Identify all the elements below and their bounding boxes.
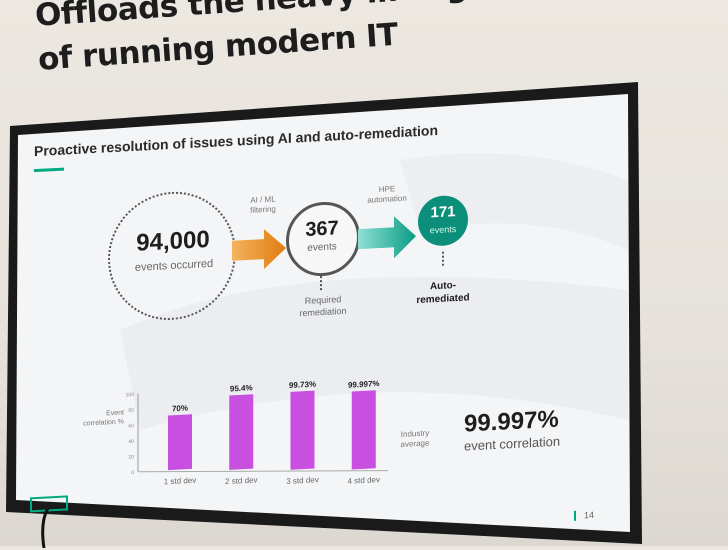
events-occurred-value: 94,000 bbox=[136, 225, 210, 257]
teal-arrow-icon bbox=[358, 216, 416, 259]
bar-1 bbox=[168, 414, 192, 471]
x-tick-label: 4 std dev bbox=[348, 475, 380, 486]
bar-value-label: 70% bbox=[172, 403, 188, 413]
required-remediation-label: Required remediation bbox=[284, 292, 362, 320]
slide: Proactive resolution of issues using AI … bbox=[18, 64, 630, 536]
slide-title: Proactive resolution of issues using AI … bbox=[34, 121, 438, 160]
y-tick-label: 80 bbox=[128, 408, 134, 414]
y-tick-label: 20 bbox=[128, 454, 134, 460]
auto-remediated-label: Auto- remediated bbox=[410, 278, 476, 307]
dotted-connector-2 bbox=[442, 251, 444, 266]
y-tick-label: 40 bbox=[128, 439, 134, 445]
ai-ml-filtering-label: AI / ML filtering bbox=[238, 194, 288, 217]
bar-3 bbox=[290, 390, 315, 470]
orange-arrow-icon bbox=[232, 229, 286, 270]
bar-2 bbox=[229, 394, 254, 470]
y-tick-label: 60 bbox=[128, 423, 134, 429]
industry-average-label: Industry average bbox=[390, 428, 440, 451]
x-tick-label: 2 std dev bbox=[225, 475, 257, 486]
screen-wave-pattern bbox=[120, 276, 628, 430]
automation-label: automation bbox=[367, 193, 407, 205]
power-cable bbox=[41, 508, 50, 548]
x-axis-line bbox=[137, 470, 389, 473]
remediated-label: remediated bbox=[416, 292, 470, 307]
bar-value-label: 99.73% bbox=[289, 380, 316, 390]
bar-value-label: 95.4% bbox=[230, 383, 253, 393]
required-events-value: 367 bbox=[305, 217, 339, 241]
y-tick-label: 100 bbox=[126, 392, 135, 398]
dotted-connector bbox=[320, 276, 322, 291]
auto-events-value: 171 bbox=[430, 203, 456, 222]
bar-4 bbox=[351, 390, 376, 470]
hpe-automation-label: HPE automation bbox=[362, 183, 412, 206]
event-correlation-chart: 100 80 60 40 20 0 70% 1 std dev 95.4% 2 std dev 99… bbox=[126, 379, 389, 487]
page-number: 14 bbox=[574, 509, 595, 521]
x-tick-label: 1 std dev bbox=[164, 476, 196, 487]
bar-value-label: 99.997% bbox=[348, 379, 380, 390]
x-tick-label: 3 std dev bbox=[286, 475, 318, 486]
screen-wave-pattern-2 bbox=[400, 153, 628, 250]
y-tick-label: 0 bbox=[131, 470, 134, 476]
filtering-label: filtering bbox=[250, 204, 276, 215]
title-underline bbox=[34, 167, 64, 173]
average-label: average bbox=[400, 438, 430, 449]
